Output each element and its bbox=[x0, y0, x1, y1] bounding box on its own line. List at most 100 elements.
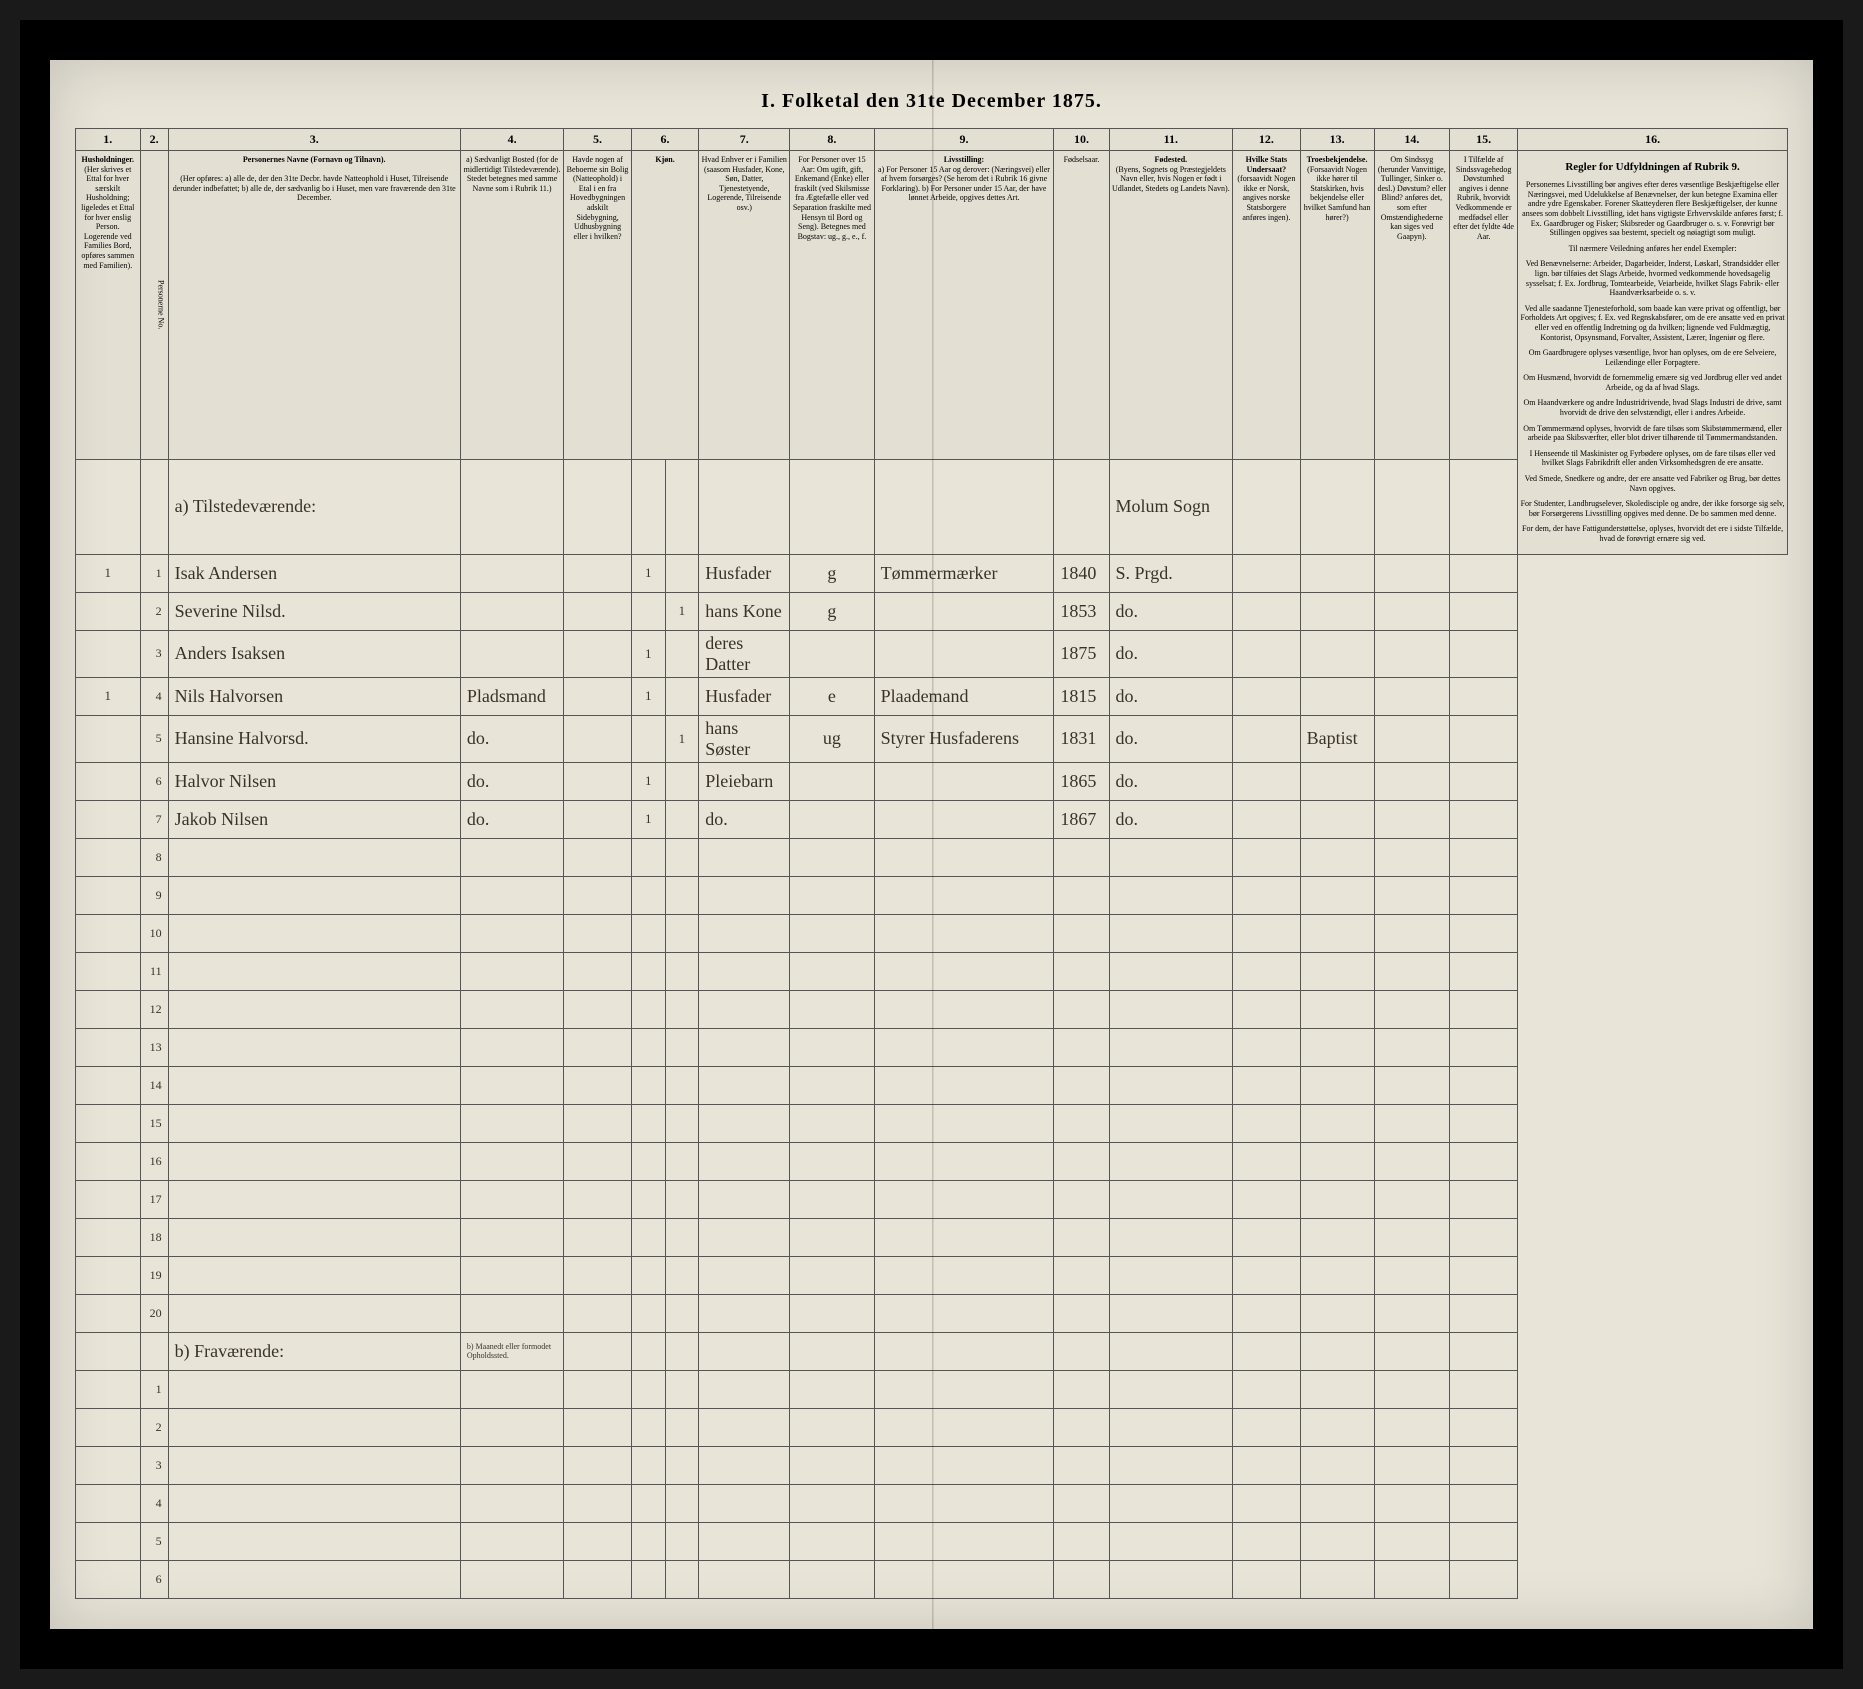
census-page: I. Folketal den 31te December 1875. 1. 2… bbox=[50, 60, 1813, 1629]
empty-rows-a: 8 9 10 11 12 13 14 15 16 17 18 bbox=[76, 838, 1788, 1332]
cell-person-num: 6 bbox=[140, 762, 168, 800]
table-row: 7 Jakob Nilsen do. 1 do. 1867 do. bbox=[76, 800, 1788, 838]
header-12: Hvilke Stats Undersaat? (forsaavidt Noge… bbox=[1233, 151, 1300, 460]
cell-stat bbox=[1233, 762, 1300, 800]
header-8: For Personer over 15 Aar: Om ugift, gift… bbox=[790, 151, 874, 460]
cell-sted: do. bbox=[1109, 592, 1233, 630]
cell-female bbox=[665, 554, 699, 592]
cell-status: e bbox=[790, 677, 874, 715]
cell-household bbox=[76, 800, 141, 838]
instructions-paragraph: For Studenter, Landbrugselever, Skoledis… bbox=[1520, 499, 1785, 518]
cell-person-num: 2 bbox=[140, 592, 168, 630]
cell-person-num: 11 bbox=[140, 952, 168, 990]
header-4-title: a) Sædvanligt Bosted (for de midlertidig… bbox=[464, 155, 561, 174]
header-11-title: Fødested. bbox=[1154, 155, 1187, 164]
cell-sind bbox=[1374, 677, 1450, 715]
cell-person-num: 16 bbox=[140, 1142, 168, 1180]
section-a-label: a) Tilstedeværende: bbox=[168, 459, 460, 554]
instructions-paragraph: Om Tømmermænd oplyses, hvorvidt de fare … bbox=[1520, 424, 1785, 443]
cell-stilling bbox=[874, 592, 1054, 630]
cell-tro bbox=[1300, 592, 1374, 630]
col-num-1: 1. bbox=[76, 129, 141, 151]
instructions-paragraph: Om Haandværkere og andre Industridrivend… bbox=[1520, 398, 1785, 417]
cell-female bbox=[665, 762, 699, 800]
cell-familie: Husfader bbox=[699, 554, 790, 592]
cell-person-num: 10 bbox=[140, 914, 168, 952]
table-row: 3 Anders Isaksen 1 deres Datter 1875 do. bbox=[76, 630, 1788, 677]
instructions-body: Personernes Livsstilling bør angives eft… bbox=[1520, 180, 1785, 543]
cell-male: 1 bbox=[631, 762, 665, 800]
table-row-empty: 9 bbox=[76, 876, 1788, 914]
cell-household bbox=[76, 592, 141, 630]
cell-stilling: Styrer Husfaderens bbox=[874, 715, 1054, 762]
cell-status bbox=[790, 762, 874, 800]
table-row-empty: 5 bbox=[76, 1522, 1788, 1560]
cell-person-num: 1 bbox=[140, 554, 168, 592]
birthplace-header: Molum Sogn bbox=[1109, 459, 1233, 554]
empty-rows-b: 1 2 3 4 5 6 bbox=[76, 1370, 1788, 1598]
header-3-title: Personernes Navne (Fornavn og Tilnavn). bbox=[243, 155, 386, 164]
cell-sted: do. bbox=[1109, 630, 1233, 677]
cell-name: Nils Halvorsen bbox=[168, 677, 460, 715]
cell-aar: 1815 bbox=[1054, 677, 1109, 715]
header-13-sub: (Forsaavidt Nogen ikke hører til Statski… bbox=[1304, 165, 1371, 222]
cell-person-num: 15 bbox=[140, 1104, 168, 1142]
cell-aar: 1840 bbox=[1054, 554, 1109, 592]
header-2: Personerne No. bbox=[140, 151, 168, 460]
cell-sind bbox=[1374, 762, 1450, 800]
cell-sted: do. bbox=[1109, 762, 1233, 800]
cell-tilf bbox=[1450, 592, 1518, 630]
cell-stilling bbox=[874, 800, 1054, 838]
table-row: 2 Severine Nilsd. 1 hans Kone g 1853 do. bbox=[76, 592, 1788, 630]
table-row-empty: 15 bbox=[76, 1104, 1788, 1142]
cell-person-num: 8 bbox=[140, 838, 168, 876]
header-row: Husholdninger. (Her skrives et Ettal for… bbox=[76, 151, 1788, 460]
header-3: Personernes Navne (Fornavn og Tilnavn). … bbox=[168, 151, 460, 460]
cell-familie: Pleiebarn bbox=[699, 762, 790, 800]
cell-person-num: 2 bbox=[140, 1408, 168, 1446]
cell-household bbox=[76, 762, 141, 800]
section-b-col4: b) Maanedt eller formodet Opholdssted. bbox=[460, 1332, 563, 1370]
header-11-sub: (Byens, Sognets og Præstegjeldets Navn e… bbox=[1112, 165, 1230, 193]
table-row-empty: 1 bbox=[76, 1370, 1788, 1408]
col-num-2: 2. bbox=[140, 129, 168, 151]
cell-sind bbox=[1374, 630, 1450, 677]
instructions-paragraph: Ved Smede, Snedkere og andre, der ere an… bbox=[1520, 474, 1785, 493]
cell-tilf bbox=[1450, 715, 1518, 762]
cell-sted: do. bbox=[1109, 677, 1233, 715]
instructions-paragraph: Til nærmere Veiledning anføres her endel… bbox=[1520, 244, 1785, 254]
cell-stilling bbox=[874, 762, 1054, 800]
cell-person-num: 14 bbox=[140, 1066, 168, 1104]
cell-status: ug bbox=[790, 715, 874, 762]
header-14: Om Sindssyg (herunder Vanvittige, Tullin… bbox=[1374, 151, 1450, 460]
cell-person-num: 20 bbox=[140, 1294, 168, 1332]
header-1: Husholdninger. (Her skrives et Ettal for… bbox=[76, 151, 141, 460]
column-number-row: 1. 2. 3. 4. 5. 6. 7. 8. 9. 10. 11. 12. 1… bbox=[76, 129, 1788, 151]
cell-person-num: 6 bbox=[140, 1560, 168, 1598]
cell-bosted: do. bbox=[460, 762, 563, 800]
header-13-title: Troesbekjendelse. bbox=[1307, 155, 1368, 164]
table-row: 1 4 Nils Halvorsen Pladsmand 1 Husfader … bbox=[76, 677, 1788, 715]
cell-status: g bbox=[790, 592, 874, 630]
col-num-3: 3. bbox=[168, 129, 460, 151]
cell-bolig bbox=[564, 677, 632, 715]
table-row-empty: 14 bbox=[76, 1066, 1788, 1104]
header-6: Kjøn. bbox=[631, 151, 698, 460]
header-1-sub: (Her skrives et Ettal for hver særskilt … bbox=[81, 165, 134, 270]
cell-aar: 1831 bbox=[1054, 715, 1109, 762]
cell-male: 1 bbox=[631, 677, 665, 715]
instructions-column: Regler for Udfyldningen af Rubrik 9. Per… bbox=[1518, 151, 1788, 555]
cell-stilling: Plaademand bbox=[874, 677, 1054, 715]
header-15: I Tilfælde af Sindssvagehedog Døvstumhed… bbox=[1450, 151, 1518, 460]
cell-household bbox=[76, 630, 141, 677]
col-num-7: 7. bbox=[699, 129, 790, 151]
col-num-8: 8. bbox=[790, 129, 874, 151]
cell-person-num: 4 bbox=[140, 1484, 168, 1522]
instructions-title: Regler for Udfyldningen af Rubrik 9. bbox=[1520, 155, 1785, 180]
cell-status: g bbox=[790, 554, 874, 592]
cell-familie: hans Kone bbox=[699, 592, 790, 630]
cell-familie: Husfader bbox=[699, 677, 790, 715]
cell-status bbox=[790, 630, 874, 677]
table-row: 5 Hansine Halvorsd. do. 1 hans Søster ug… bbox=[76, 715, 1788, 762]
cell-bosted bbox=[460, 554, 563, 592]
